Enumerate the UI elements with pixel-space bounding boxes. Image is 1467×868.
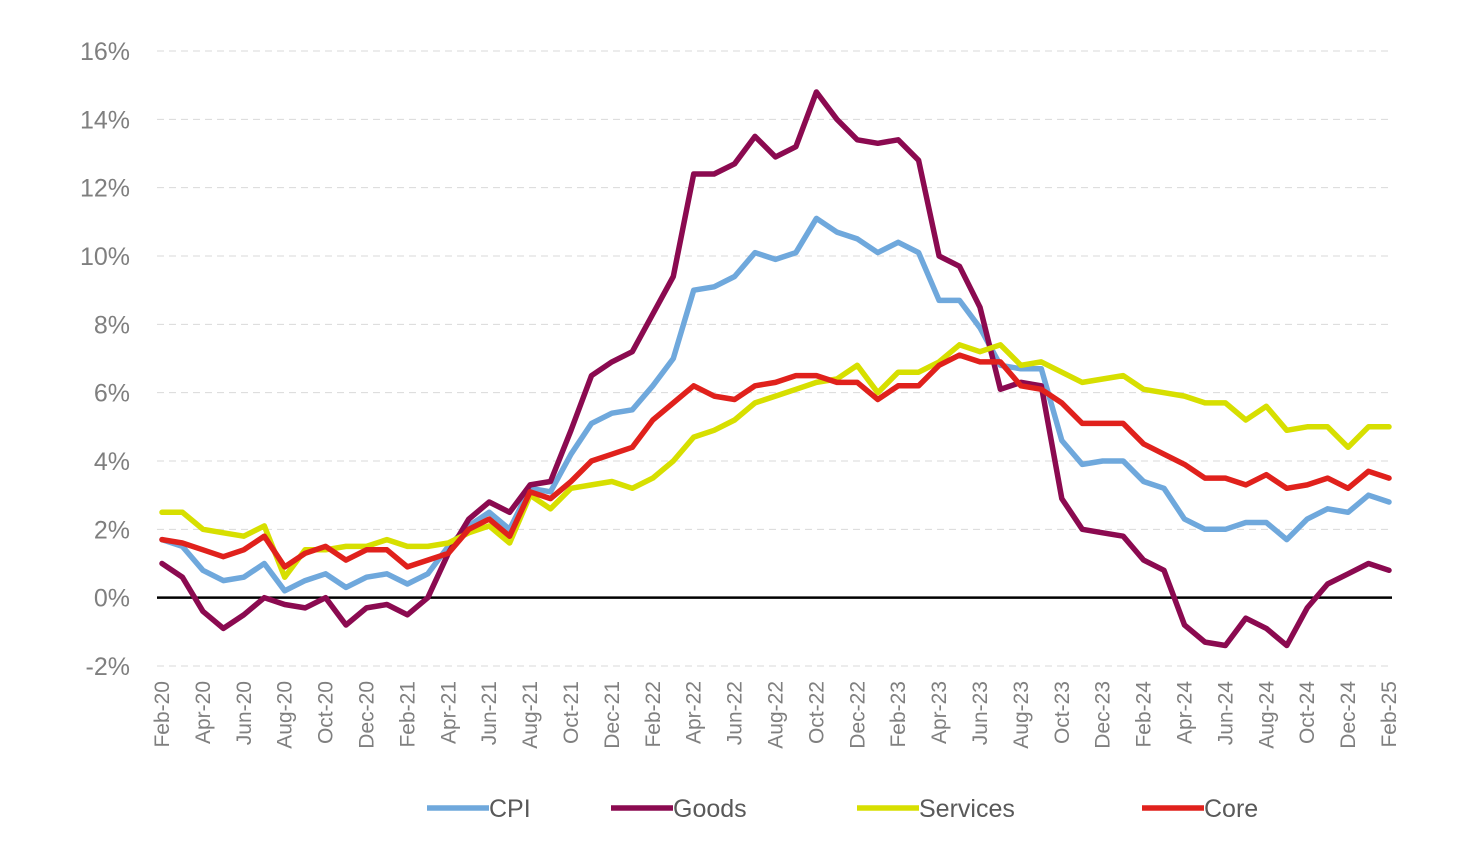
x-tick-label: Feb-21 [396, 681, 419, 748]
y-tick-label: 14% [80, 106, 130, 134]
x-tick-label: Oct-24 [1296, 681, 1319, 744]
x-tick-label: Jun-20 [233, 681, 256, 745]
y-tick-label: 8% [94, 311, 130, 339]
x-tick-label: Feb-22 [642, 681, 665, 748]
legend-label-cpi: CPI [489, 795, 531, 823]
x-tick-label: Aug-21 [519, 681, 542, 749]
series-lines [159, 89, 1392, 649]
x-tick-label: Apr-21 [437, 681, 460, 744]
y-axis-tick-labels: -2% 0% 2% 4% 6% 8% 10% 12% 14% 16% [80, 38, 130, 681]
x-tick-label: Jun-23 [969, 681, 992, 745]
x-tick-label: Apr-22 [683, 681, 706, 744]
x-tick-label: Oct-20 [315, 681, 338, 744]
legend-label-core: Core [1204, 795, 1258, 823]
x-axis-tick-labels: Feb-20 Apr-20 Jun-20 Aug-20 Oct-20 Dec-20 Feb-… [151, 681, 1401, 749]
x-tick-label: Dec-24 [1337, 681, 1360, 749]
x-tick-label: Feb-23 [887, 681, 910, 748]
y-tick-label: 0% [94, 585, 130, 613]
x-tick-label: Aug-24 [1255, 681, 1278, 749]
x-tick-label: Dec-23 [1092, 681, 1115, 749]
y-tick-label: 12% [80, 175, 130, 203]
x-tick-label: Aug-20 [274, 681, 297, 749]
x-tick-label: Jun-24 [1214, 681, 1237, 746]
x-tick-label: Dec-22 [846, 681, 869, 749]
legend: CPI Goods Services Core [427, 795, 1258, 823]
gridlines [157, 50, 1392, 667]
x-tick-label: Dec-20 [356, 681, 379, 749]
x-tick-label: Aug-23 [1010, 681, 1033, 749]
y-tick-label: 4% [94, 448, 130, 476]
x-tick-label: Aug-22 [765, 681, 788, 749]
y-tick-label: 16% [80, 38, 130, 66]
legend-label-goods: Goods [673, 795, 747, 823]
x-tick-label: Apr-23 [928, 681, 951, 744]
series-line-cpi [159, 215, 1392, 594]
series-line-services [159, 342, 1392, 580]
x-tick-label: Jun-21 [478, 681, 501, 745]
y-tick-label: 6% [94, 380, 130, 408]
x-tick-label: Apr-24 [1174, 681, 1197, 744]
y-tick-label: -2% [86, 653, 130, 681]
y-tick-label: 10% [80, 243, 130, 271]
x-tick-label: Feb-25 [1378, 681, 1401, 748]
x-tick-label: Jun-22 [724, 681, 747, 745]
y-tick-label: 2% [94, 516, 130, 544]
series-line-core [159, 352, 1392, 570]
x-tick-label: Oct-21 [560, 681, 583, 744]
x-tick-label: Feb-20 [151, 681, 174, 748]
legend-label-services: Services [919, 795, 1015, 823]
x-tick-label: Feb-24 [1133, 681, 1156, 748]
x-tick-label: Dec-21 [601, 681, 624, 749]
x-tick-label: Oct-23 [1051, 681, 1074, 744]
x-tick-label: Apr-20 [192, 681, 215, 744]
series-line-goods [159, 89, 1392, 649]
x-tick-label: Oct-22 [805, 681, 828, 744]
